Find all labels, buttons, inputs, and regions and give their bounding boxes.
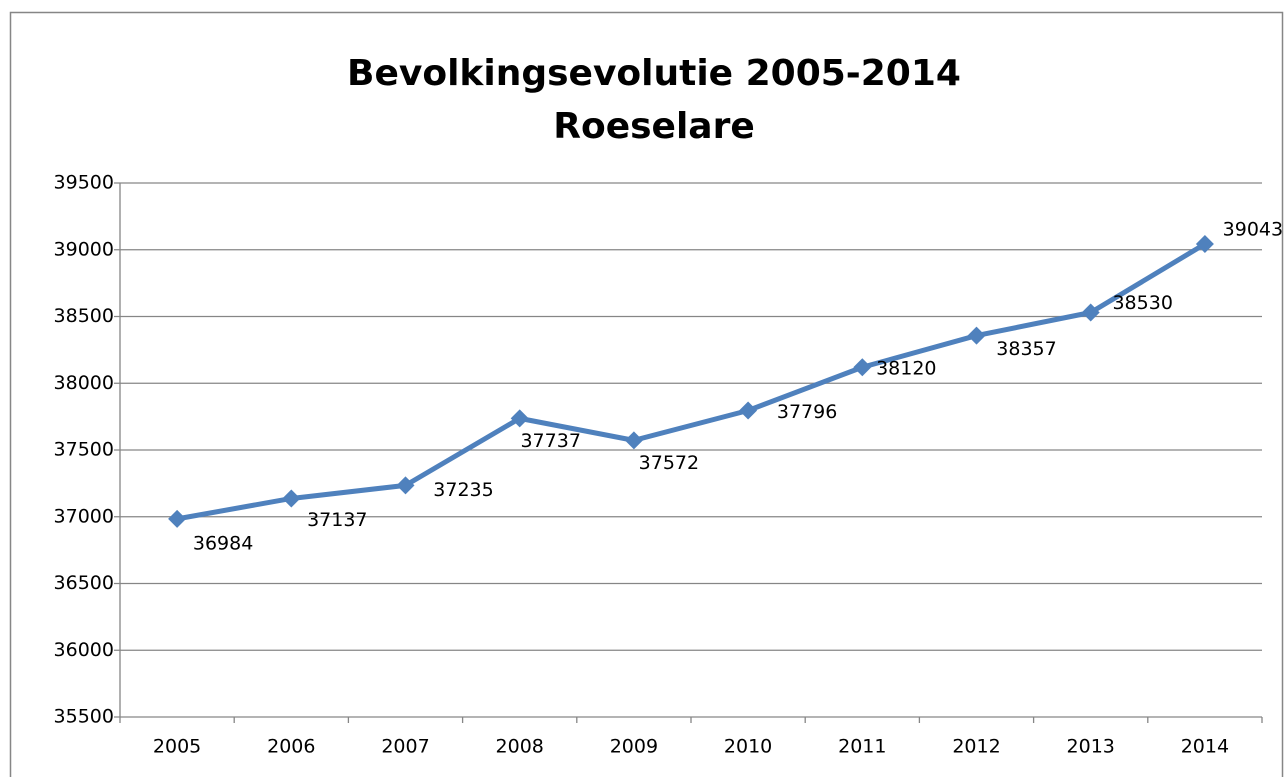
chart-frame xyxy=(9,11,1284,777)
y-tick-label: 36000 xyxy=(54,639,114,661)
line xyxy=(176,241,1207,522)
x-tick-label: 2010 xyxy=(724,736,772,758)
x-tick-label: 2005 xyxy=(153,736,201,758)
data-label: 37572 xyxy=(639,452,699,474)
chart-title: Bevolkingsevolutie 2005-2014 xyxy=(347,53,961,94)
data-label: 37137 xyxy=(307,509,367,531)
chart-subtitle: Roeselare xyxy=(553,106,755,147)
marker xyxy=(510,409,529,428)
y-tick-label: 39500 xyxy=(54,172,114,194)
marker xyxy=(853,358,872,377)
data-label: 38530 xyxy=(1112,292,1172,314)
y-tick-label: 39000 xyxy=(54,238,114,260)
y-tick-label: 37500 xyxy=(54,439,114,461)
x-tick-label: 2013 xyxy=(1067,736,1115,758)
data-label: 37235 xyxy=(433,479,493,501)
data-label: 39043 xyxy=(1223,219,1283,241)
data-label: 37796 xyxy=(777,401,837,423)
y-tick-label: 37000 xyxy=(54,505,114,527)
x-tick-label: 2007 xyxy=(381,736,429,758)
y-tick-label: 38000 xyxy=(54,372,114,394)
data-label: 36984 xyxy=(193,532,253,554)
marker xyxy=(1195,235,1214,254)
marker xyxy=(282,489,301,508)
y-tick-label: 36500 xyxy=(54,572,114,594)
marker xyxy=(168,509,187,528)
x-tick-label: 2011 xyxy=(838,736,886,758)
y-tick-label: 38500 xyxy=(54,305,114,327)
data-label: 37737 xyxy=(520,430,580,452)
x-tick-label: 2006 xyxy=(267,736,315,758)
x-tick-label: 2012 xyxy=(952,736,1000,758)
marker xyxy=(967,326,986,345)
x-tick-label: 2014 xyxy=(1181,736,1229,758)
y-tick-label: 35500 xyxy=(54,706,114,728)
marker xyxy=(1081,303,1100,322)
x-tick-label: 2008 xyxy=(496,736,544,758)
marker xyxy=(396,476,415,495)
x-tick-label: 2009 xyxy=(610,736,658,758)
data-label: 38357 xyxy=(996,338,1056,360)
marker xyxy=(739,401,758,420)
data-label: 38120 xyxy=(876,358,936,380)
marker xyxy=(624,431,643,450)
